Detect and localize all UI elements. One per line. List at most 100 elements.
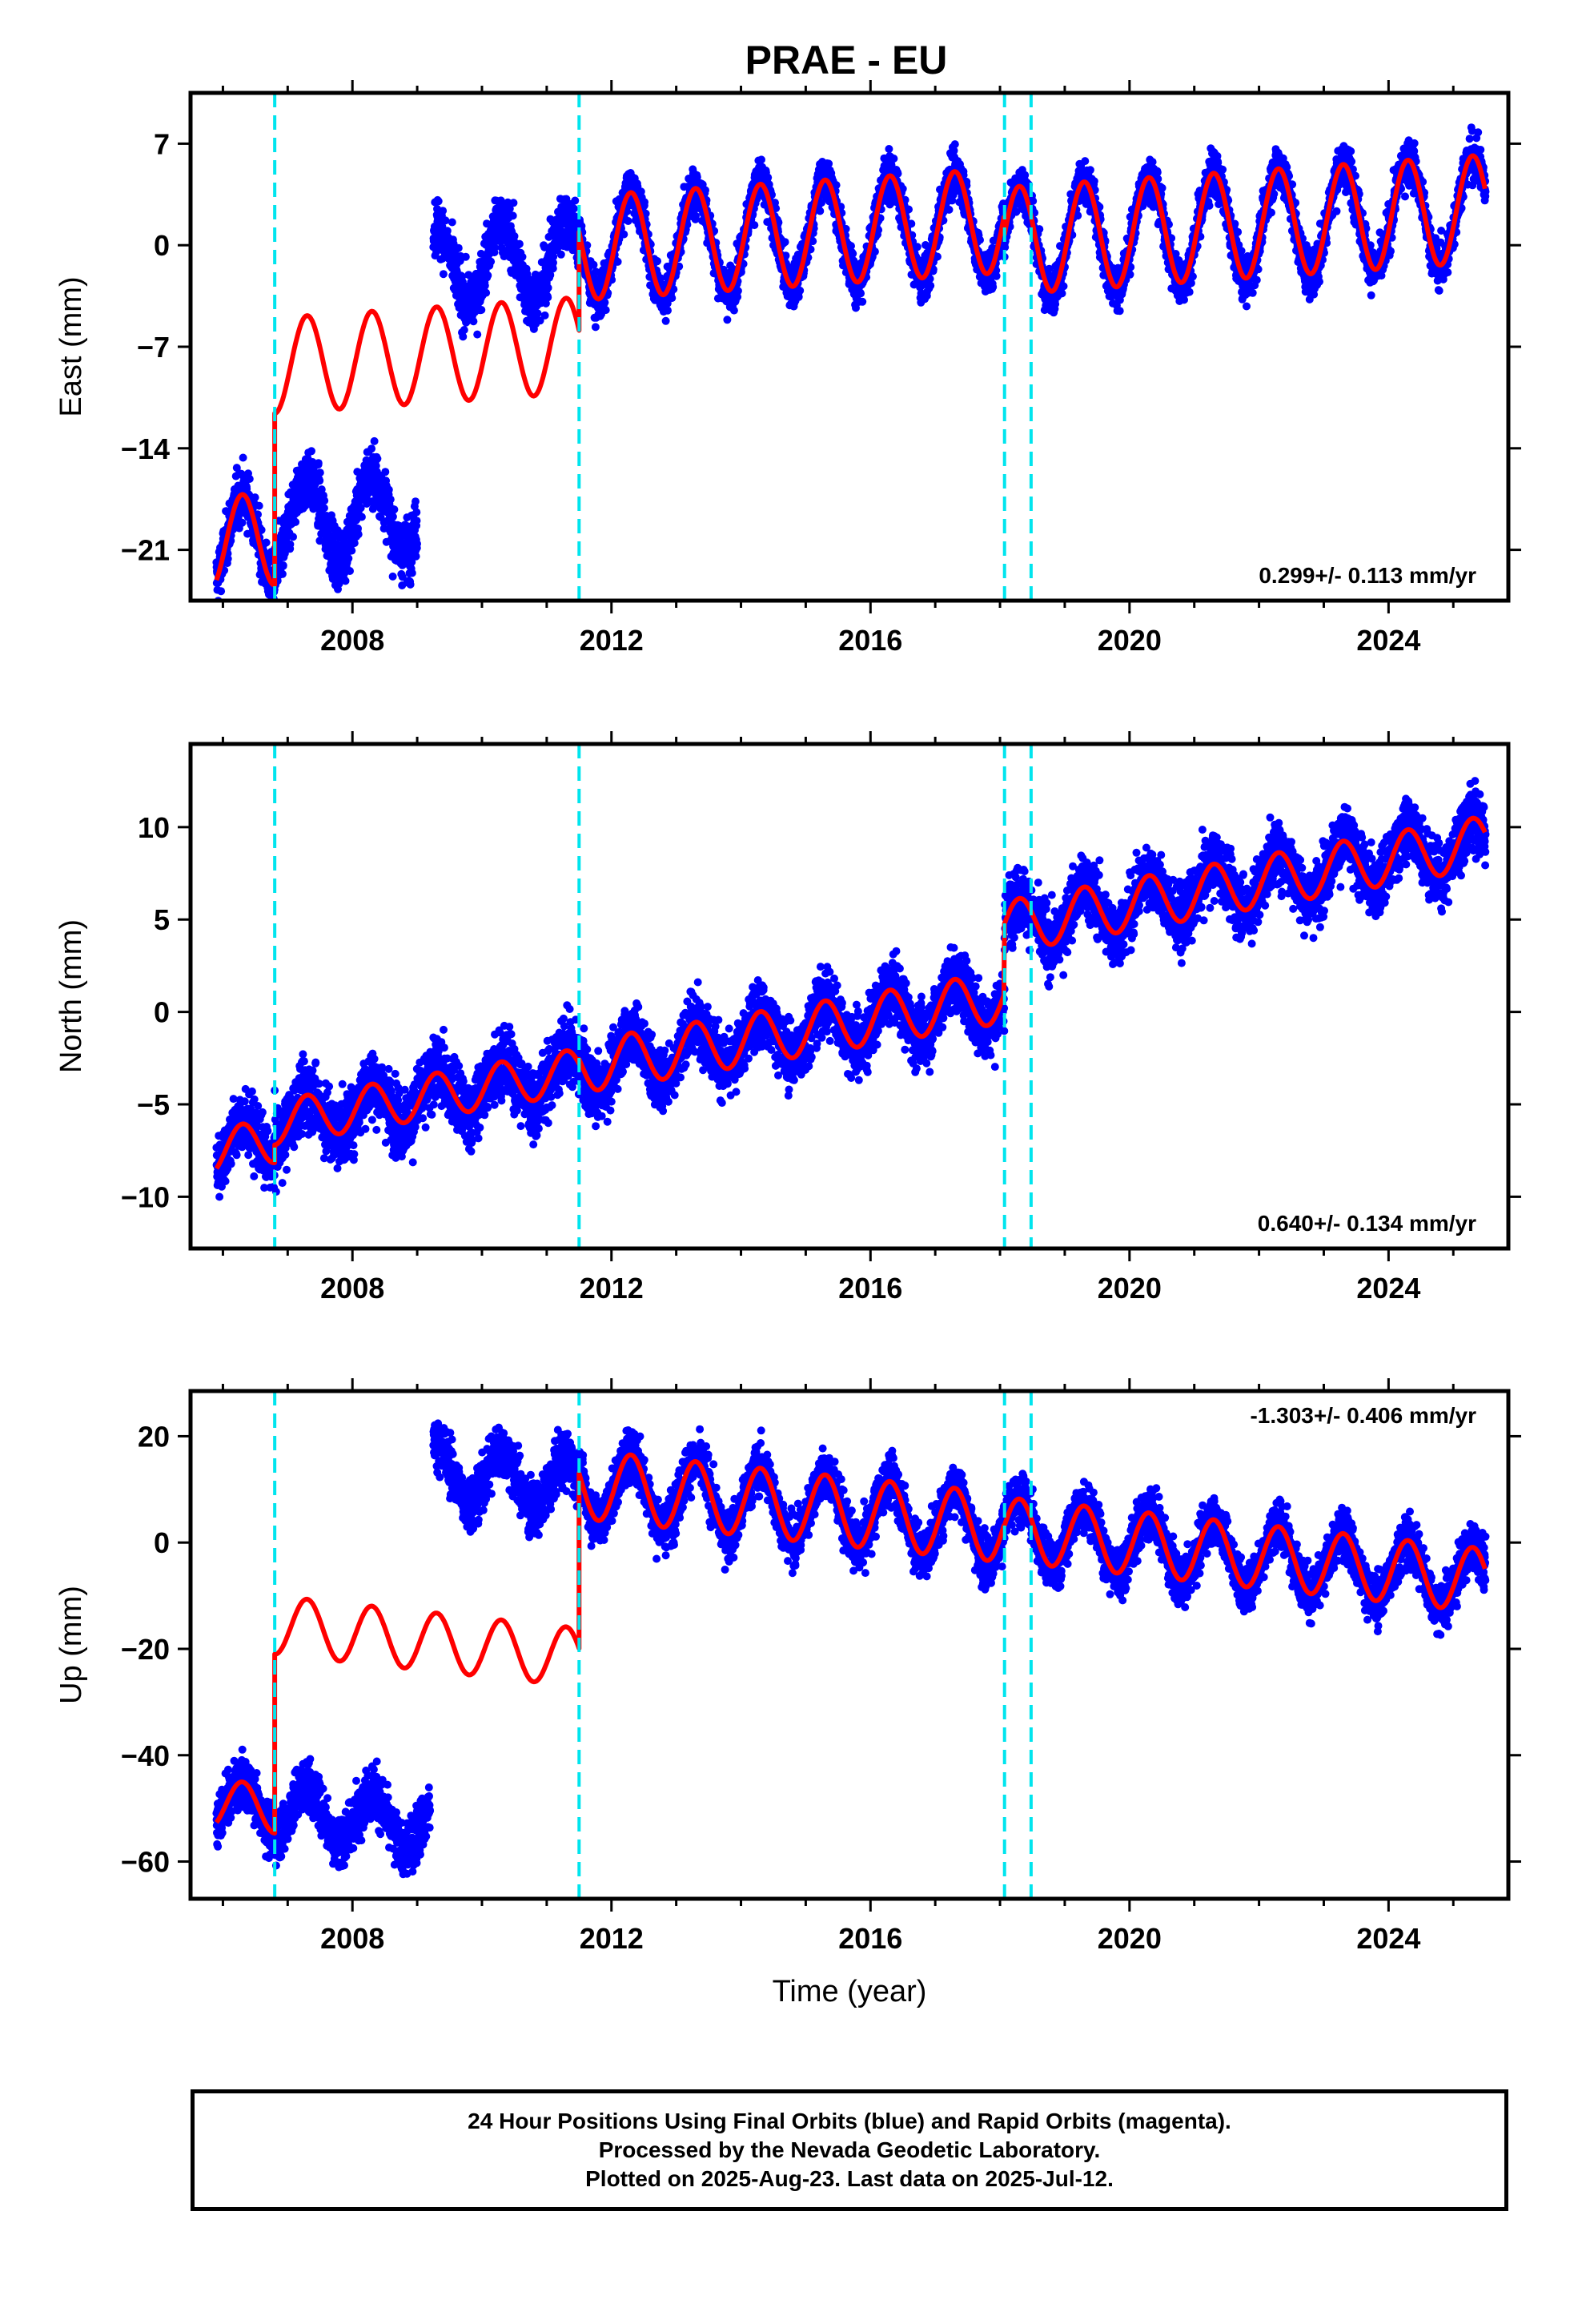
data-point	[370, 502, 379, 511]
data-point	[350, 539, 359, 548]
data-point	[320, 497, 329, 505]
chart-title: PRAE - EU	[745, 38, 948, 82]
data-point	[314, 459, 323, 468]
data-point	[661, 316, 670, 325]
data-point	[388, 572, 397, 581]
data-point	[460, 326, 468, 334]
data-point	[781, 238, 789, 247]
data-point	[223, 554, 232, 563]
data-point	[238, 518, 247, 527]
data-point	[356, 504, 365, 513]
data-point	[473, 330, 482, 339]
data-point	[764, 173, 773, 182]
data-point	[490, 243, 499, 252]
data-point	[245, 475, 254, 483]
data-point	[344, 554, 353, 563]
data-point	[388, 513, 397, 521]
data-point	[849, 249, 857, 258]
data-point	[624, 217, 632, 225]
data-point	[533, 309, 542, 318]
data-point	[371, 461, 380, 470]
data-point	[796, 286, 805, 295]
data-point	[370, 436, 379, 445]
data-point	[893, 169, 902, 178]
data-point	[217, 587, 226, 596]
data-point	[857, 289, 865, 298]
data-point	[384, 485, 393, 494]
data-point	[346, 567, 354, 575]
data-point	[640, 198, 648, 207]
data-point	[443, 227, 452, 235]
data-point	[262, 538, 271, 547]
data-point	[408, 557, 416, 566]
data-point	[907, 219, 916, 228]
data-point	[289, 533, 297, 541]
data-point	[889, 155, 898, 163]
data-point	[591, 323, 600, 332]
data-point	[454, 243, 463, 252]
data-point	[989, 283, 998, 292]
data-point	[406, 580, 415, 589]
data-point	[412, 497, 420, 506]
data-point	[367, 444, 376, 453]
data-point	[569, 204, 578, 213]
data-point	[439, 270, 448, 279]
data-point	[544, 293, 552, 302]
data-point	[1051, 300, 1060, 308]
data-point	[905, 205, 913, 214]
data-point	[373, 454, 382, 463]
data-point	[510, 231, 519, 240]
data-point	[540, 311, 549, 320]
data-point	[1058, 289, 1066, 298]
data-point	[347, 546, 356, 555]
data-point	[1081, 157, 1090, 166]
data-point	[243, 529, 252, 538]
data-point	[945, 205, 954, 214]
data-point	[1086, 166, 1094, 175]
data-point	[505, 204, 514, 213]
data-point	[239, 453, 247, 462]
data-point	[315, 468, 324, 477]
data-point	[278, 569, 287, 578]
data-point	[412, 508, 421, 517]
data-point	[482, 288, 491, 297]
data-point	[412, 552, 420, 561]
east-points	[212, 123, 1490, 601]
data-point	[723, 316, 732, 324]
data-point	[571, 196, 580, 205]
data-point	[589, 260, 598, 269]
data-point	[613, 257, 622, 266]
data-point	[664, 306, 672, 315]
data-point	[441, 216, 450, 225]
data-point	[487, 257, 496, 266]
data-point	[413, 540, 421, 548]
data-point	[461, 252, 470, 261]
data-point	[544, 283, 552, 292]
data-point	[504, 198, 512, 207]
data-point	[729, 306, 738, 315]
data-point	[408, 569, 416, 577]
data-point	[319, 504, 328, 513]
data-point	[992, 271, 1001, 280]
data-point	[620, 230, 628, 239]
data-point	[254, 510, 262, 519]
data-point	[291, 517, 300, 526]
data-point	[653, 257, 661, 265]
data-point	[315, 537, 324, 545]
data-point	[412, 517, 421, 525]
data-point	[757, 155, 765, 164]
data-point	[317, 485, 326, 494]
data-point	[459, 332, 468, 341]
data-point	[354, 530, 363, 539]
data-point	[1021, 171, 1030, 179]
data-point	[434, 197, 443, 206]
data-point	[750, 221, 759, 230]
data-point	[307, 447, 315, 456]
data-point	[386, 495, 395, 504]
data-point	[448, 218, 456, 227]
data-point	[515, 239, 524, 248]
data-point	[255, 501, 263, 510]
